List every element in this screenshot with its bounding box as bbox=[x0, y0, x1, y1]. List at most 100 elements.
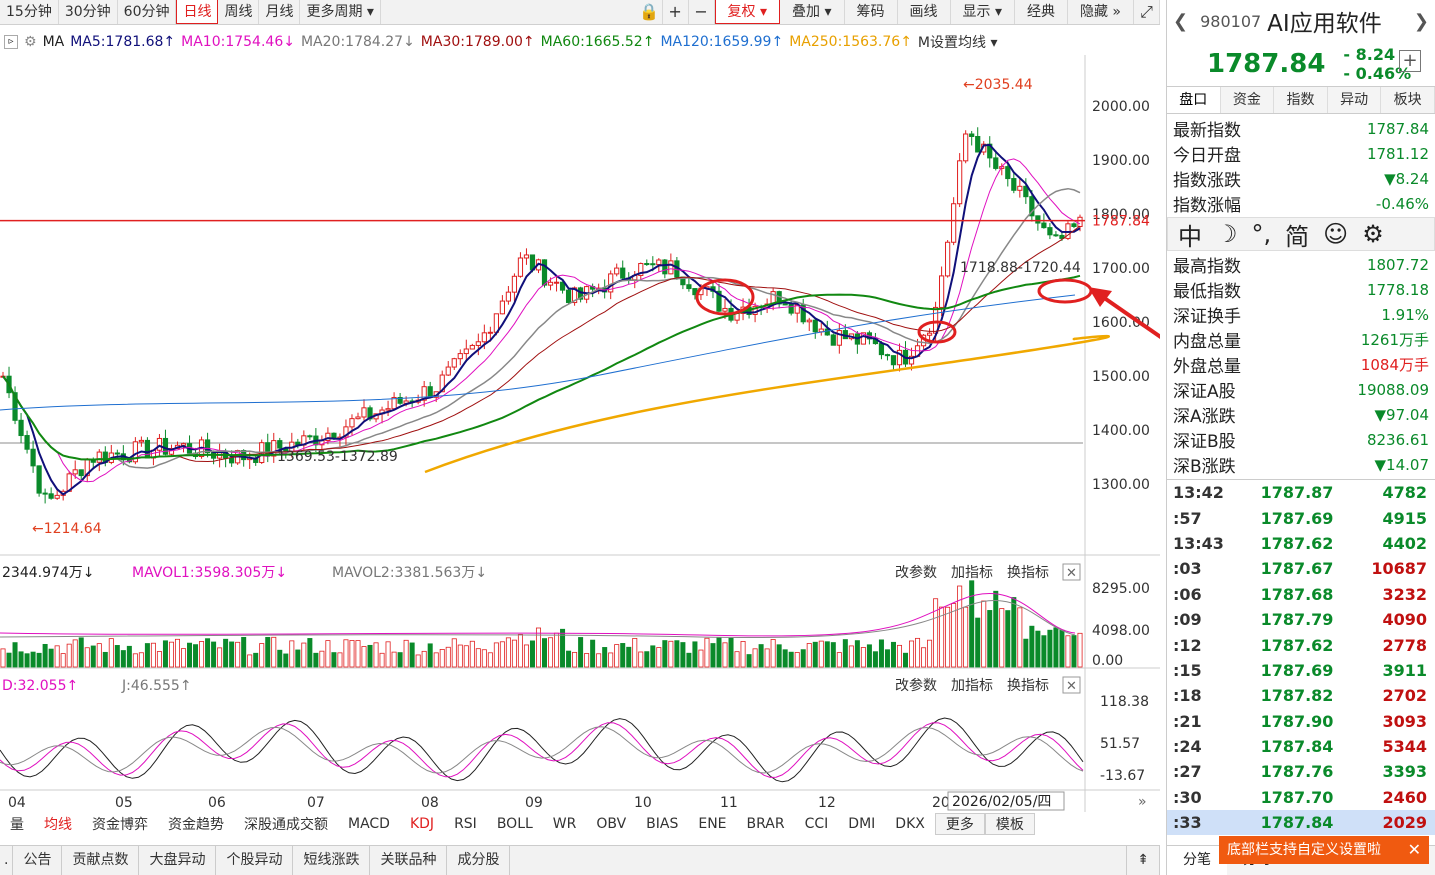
toolbar-btn-2[interactable]: 筹码 bbox=[845, 0, 898, 24]
tab-fenbi[interactable]: 分笔 bbox=[1167, 846, 1227, 875]
stat-row: 指数涨幅 -0.46% bbox=[1167, 191, 1435, 217]
period-tab-5[interactable]: 月线 bbox=[259, 0, 301, 24]
zoom-out-icon[interactable]: − bbox=[689, 0, 715, 24]
candle-body bbox=[644, 263, 650, 266]
toolbar-btn-5[interactable]: 经典 bbox=[1015, 0, 1068, 24]
indicator-tab-8[interactable]: BOLL bbox=[496, 816, 533, 832]
bottom-tab-0[interactable]: 公告 bbox=[13, 846, 63, 875]
punct-icon[interactable]: °, bbox=[1251, 220, 1272, 248]
volume-bar bbox=[403, 639, 409, 668]
candle-body bbox=[325, 432, 331, 442]
candle-body bbox=[204, 439, 211, 454]
indicator-tab-6[interactable]: KDJ bbox=[409, 816, 435, 832]
volume-bar bbox=[265, 637, 271, 668]
prev-arrow-icon[interactable]: ❮ bbox=[1173, 10, 1189, 32]
candle-body bbox=[451, 358, 457, 368]
close-icon[interactable]: ✕ bbox=[1407, 840, 1421, 859]
volume-bar bbox=[84, 647, 90, 668]
indicator-tab-0[interactable]: 量 bbox=[10, 817, 24, 833]
candle-body bbox=[1077, 216, 1083, 227]
kdj-action-1[interactable]: 加指标 bbox=[951, 678, 993, 694]
bottom-left-stub[interactable]: . bbox=[0, 846, 14, 875]
vol-action-0[interactable]: 改参数 bbox=[895, 564, 937, 581]
indicator-tab-14[interactable]: CCI bbox=[804, 816, 829, 832]
indicator-tab-11[interactable]: BIAS bbox=[646, 816, 679, 832]
volume-bar bbox=[337, 652, 343, 668]
candle-body bbox=[421, 386, 427, 401]
quote-tab-1[interactable]: 资金 bbox=[1221, 87, 1275, 113]
kdj-close-icon[interactable] bbox=[1062, 676, 1081, 694]
bottom-tab-2[interactable]: 大盘异动 bbox=[139, 846, 217, 875]
fullscreen-icon[interactable]: ⤢ bbox=[1134, 0, 1160, 24]
indicator-tab-15[interactable]: DMI bbox=[848, 816, 876, 832]
volume-bar bbox=[174, 638, 180, 668]
lock-icon[interactable]: 🔒 bbox=[637, 0, 663, 24]
toolbar-btn-0[interactable]: 复权 ▾ bbox=[714, 0, 781, 24]
quote-tab-3[interactable]: 异动 bbox=[1328, 87, 1382, 113]
add-watchlist-icon[interactable]: + bbox=[1399, 50, 1421, 72]
toolbar-btn-6[interactable]: 隐藏 » bbox=[1068, 0, 1134, 24]
kline-chart-area[interactable]: 2000.001900.001800.001700.001600.001500.… bbox=[0, 55, 1160, 812]
bottom-tab-1[interactable]: 贡献点数 bbox=[62, 846, 140, 875]
period-tab-1[interactable]: 30分钟 bbox=[59, 0, 118, 24]
quote-tab-4[interactable]: 板块 bbox=[1381, 87, 1435, 113]
indicator-tab-4[interactable]: 深股通成交额 bbox=[244, 817, 328, 833]
bottom-tab-4[interactable]: 短线涨跌 bbox=[293, 846, 371, 875]
zoom-in-icon[interactable]: + bbox=[663, 0, 689, 24]
indicator-tab-1[interactable]: 均线 bbox=[44, 817, 72, 833]
period-tab-3[interactable]: 日线 bbox=[176, 0, 219, 24]
indicator-tab-12[interactable]: ENE bbox=[698, 816, 727, 832]
indicator-tab-9[interactable]: WR bbox=[552, 816, 577, 832]
period-tab-2[interactable]: 60分钟 bbox=[118, 0, 177, 24]
quote-tab-2[interactable]: 指数 bbox=[1274, 87, 1328, 113]
period-tab-0[interactable]: 15分钟 bbox=[0, 0, 59, 24]
ma-settings-icon[interactable]: ⚙ bbox=[24, 34, 37, 50]
settings-icon[interactable]: ⚙ bbox=[1362, 220, 1384, 248]
indicator-tab-7[interactable]: RSI bbox=[454, 816, 477, 832]
candle-body bbox=[945, 241, 951, 277]
indicator-tab-5[interactable]: MACD bbox=[348, 816, 390, 832]
volume-bar bbox=[36, 652, 42, 668]
kdj-k-line bbox=[0, 726, 1084, 774]
toolbar-btn-4[interactable]: 显示 ▾ bbox=[951, 0, 1015, 24]
period-tab-6[interactable]: 更多周期 ▾ bbox=[300, 0, 381, 24]
emoji-icon[interactable]: ☺ bbox=[1323, 220, 1349, 248]
tick-row: :06 1787.68 3232 bbox=[1167, 582, 1435, 607]
toolbar-btn-1[interactable]: 叠加 ▾ bbox=[780, 0, 845, 24]
bottom-resize-icon[interactable]: ⇞ bbox=[1126, 846, 1160, 875]
kdj-action-0[interactable]: 改参数 bbox=[895, 677, 937, 694]
tick-price: 1787.69 bbox=[1260, 660, 1334, 680]
expand-icon[interactable]: » bbox=[1138, 794, 1147, 810]
next-arrow-icon[interactable]: ❯ bbox=[1413, 10, 1429, 32]
candle-body bbox=[650, 263, 656, 266]
kdj-action-2[interactable]: 换指标 bbox=[1007, 677, 1049, 694]
indicator-tab-18[interactable]: 模板 bbox=[984, 813, 1035, 835]
volume-bar bbox=[283, 653, 289, 668]
bottom-tab-6[interactable]: 成分股 bbox=[447, 846, 511, 875]
toolbar-btn-3[interactable]: 画线 bbox=[898, 0, 951, 24]
bottom-tabs: . 公告 贡献点数 大盘异动 个股异动 短线涨跌 关联品种 成分股 ⇞ bbox=[0, 845, 1160, 875]
indicator-tab-10[interactable]: OBV bbox=[596, 816, 627, 832]
bottom-tab-3[interactable]: 个股异动 bbox=[216, 846, 294, 875]
vol-action-2[interactable]: 换指标 bbox=[1007, 564, 1049, 581]
vol-legend-0: 2344.974万↓ bbox=[2, 565, 95, 581]
toast-banner[interactable]: 底部栏支持自定义设置啦 ✕ bbox=[1219, 836, 1429, 864]
indicator-tab-16[interactable]: DKX bbox=[895, 816, 925, 832]
quote-tab-0[interactable]: 盘口 bbox=[1167, 87, 1221, 113]
volume-bar bbox=[836, 652, 842, 668]
simplified-icon[interactable]: 简 bbox=[1285, 222, 1310, 251]
tick-row: :09 1787.79 4090 bbox=[1167, 607, 1435, 632]
bottom-tab-5[interactable]: 关联品种 bbox=[370, 846, 448, 875]
vol-close-icon[interactable] bbox=[1062, 563, 1081, 581]
indicator-tab-13[interactable]: BRAR bbox=[746, 816, 785, 832]
indicator-tab-2[interactable]: 资金博弈 bbox=[92, 817, 148, 833]
night-mode-icon[interactable]: ☽ bbox=[1216, 220, 1238, 248]
ma-collapse-icon[interactable]: ▹ bbox=[4, 35, 18, 49]
vol-action-1[interactable]: 加指标 bbox=[951, 565, 993, 581]
candle-body bbox=[499, 300, 505, 315]
volume-bar bbox=[602, 647, 608, 668]
period-tab-4[interactable]: 周线 bbox=[218, 0, 260, 24]
indicator-tab-3[interactable]: 资金趋势 bbox=[168, 817, 224, 833]
lang-icon[interactable]: 中 bbox=[1178, 222, 1202, 251]
indicator-tab-17[interactable]: 更多 bbox=[934, 813, 985, 835]
